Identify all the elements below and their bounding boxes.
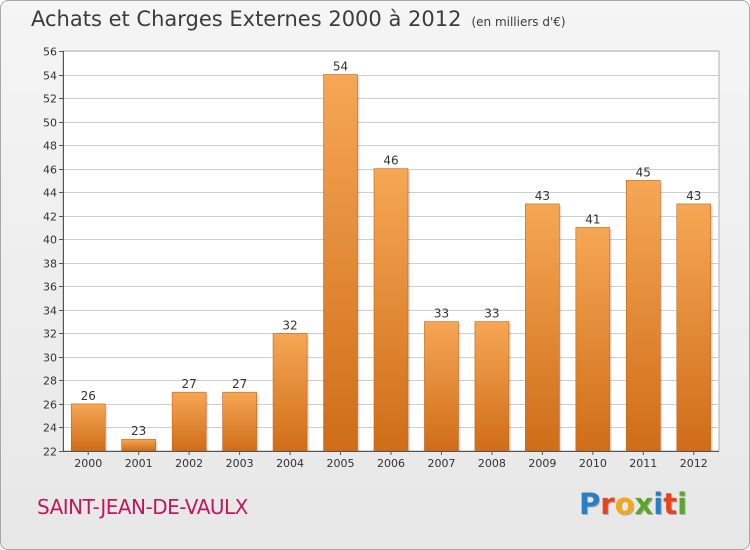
data-label: 41 — [585, 212, 600, 226]
bar — [323, 74, 358, 452]
x-tick-label: 2011 — [629, 457, 657, 470]
y-tick-label: 54 — [43, 70, 57, 83]
y-tick-label: 34 — [43, 305, 57, 318]
x-tick-label: 2005 — [327, 457, 355, 470]
logo-letter: i — [677, 487, 688, 521]
y-tick-label: 38 — [43, 258, 57, 271]
data-label: 43 — [535, 189, 550, 203]
bar — [525, 203, 560, 452]
y-tick-label: 36 — [43, 281, 57, 294]
bar — [474, 321, 510, 452]
proxiti-logo[interactable]: Proxiti — [579, 487, 687, 521]
x-tick-label: 2009 — [528, 457, 556, 470]
x-tick-label: 2003 — [226, 457, 254, 470]
logo-letter: t — [663, 487, 678, 521]
data-label: 46 — [383, 154, 398, 168]
logo-letter: o — [614, 487, 635, 521]
data-label: 45 — [636, 165, 651, 179]
x-tick-label: 2002 — [175, 457, 203, 470]
data-label: 43 — [686, 189, 701, 203]
bar — [373, 168, 409, 452]
y-tick-label: 52 — [43, 93, 57, 106]
data-label: 26 — [81, 389, 96, 403]
city-name: SAINT-JEAN-DE-VAULX — [37, 495, 248, 519]
bar — [121, 438, 156, 452]
x-tick-label: 2010 — [579, 457, 607, 470]
x-tick-label: 2001 — [125, 457, 153, 470]
y-tick-label: 30 — [43, 352, 57, 365]
bar — [272, 333, 308, 452]
y-tick-label: 28 — [43, 375, 57, 388]
y-tick-label: 56 — [43, 46, 57, 59]
x-tick-label: 2004 — [276, 457, 304, 470]
bar — [222, 391, 257, 452]
x-tick-label: 2007 — [427, 457, 455, 470]
chart-title: Achats et Charges Externes 2000 à 2012 — [31, 7, 462, 31]
bar — [575, 227, 611, 452]
x-tick-label: 2012 — [680, 457, 708, 470]
y-tick-label: 42 — [43, 211, 57, 224]
bar — [424, 321, 459, 452]
y-tick-label: 26 — [43, 399, 57, 412]
data-label: 33 — [434, 307, 449, 321]
bar — [70, 403, 106, 452]
data-label: 32 — [282, 318, 297, 332]
y-tick-label: 46 — [43, 164, 57, 177]
x-tick-label: 2000 — [74, 457, 102, 470]
y-tick-label: 24 — [43, 422, 57, 435]
logo-letter: i — [653, 487, 664, 521]
y-tick-label: 44 — [43, 187, 57, 200]
y-tick-label: 22 — [43, 446, 57, 459]
logo-letter: x — [634, 487, 654, 521]
y-tick-label: 50 — [43, 117, 57, 130]
x-tick-label: 2006 — [377, 457, 405, 470]
x-tick-label: 2008 — [478, 457, 506, 470]
data-label: 23 — [131, 424, 146, 438]
logo-letter: r — [600, 487, 615, 521]
bar — [626, 180, 661, 452]
data-label: 33 — [484, 307, 499, 321]
chart-subtitle: (en milliers d'€) — [471, 15, 566, 29]
bar — [171, 391, 207, 452]
bar — [676, 203, 712, 452]
y-tick-label: 40 — [43, 234, 57, 247]
data-label: 27 — [182, 377, 197, 391]
data-label: 27 — [232, 377, 247, 391]
y-tick-label: 32 — [43, 328, 57, 341]
chart-title-block: Achats et Charges Externes 2000 à 2012 (e… — [31, 7, 566, 31]
logo-letter: P — [579, 487, 601, 521]
data-label: 54 — [333, 60, 348, 74]
y-tick-label: 48 — [43, 140, 57, 153]
